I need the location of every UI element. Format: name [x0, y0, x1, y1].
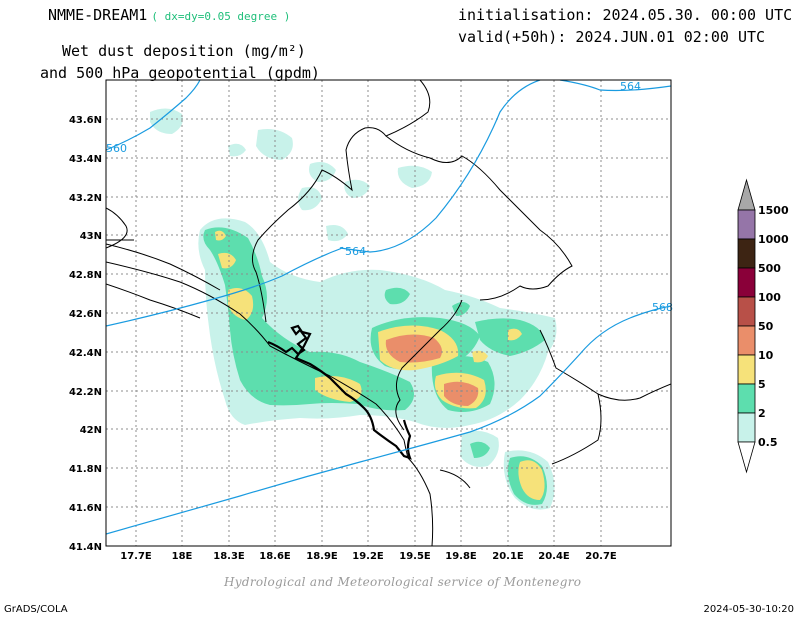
- software-label: GrADS/COLA: [4, 604, 68, 615]
- legend-label: 10: [758, 349, 774, 362]
- model-name: NMME-DREAM1: [48, 6, 148, 24]
- lat-tick: 43N: [80, 231, 102, 242]
- lon-tick: 19.5E: [399, 551, 431, 562]
- lon-tick: 20.7E: [585, 551, 617, 562]
- lat-tick: 42.6N: [69, 309, 102, 320]
- legend-label: 1000: [758, 233, 789, 246]
- lat-tick: 41.4N: [69, 542, 102, 553]
- legend-swatch: [737, 209, 756, 240]
- legend-swatch: [737, 267, 756, 298]
- legend-cap-bottom: [737, 441, 756, 474]
- lon-tick: 20.1E: [492, 551, 524, 562]
- dust-field: [150, 108, 557, 510]
- legend-label: 500: [758, 262, 781, 275]
- model-title: NMME-DREAM1( dx=dy=0.05 degree ): [48, 6, 290, 24]
- lat-tick: 42.2N: [69, 387, 102, 398]
- lon-tick: 18.9E: [306, 551, 338, 562]
- legend-label: 100: [758, 291, 781, 304]
- map-frame: [105, 79, 672, 547]
- lat-tick: 42.8N: [69, 270, 102, 281]
- lon-tick: 18.3E: [213, 551, 245, 562]
- contour-label-568: 568: [652, 301, 673, 314]
- lat-tick: 41.8N: [69, 464, 102, 475]
- legend-swatch: [737, 412, 756, 443]
- legend-swatch: [737, 238, 756, 269]
- geopotential-contours: [106, 80, 671, 535]
- legend-label: 5: [758, 378, 766, 391]
- lat-tick: 41.6N: [69, 503, 102, 514]
- lat-tick: 43.2N: [69, 193, 102, 204]
- lon-tick: 17.7E: [120, 551, 152, 562]
- lat-tick: 43.4N: [69, 154, 102, 165]
- legend-swatch: [737, 325, 756, 356]
- lat-tick: 43.6N: [69, 115, 102, 126]
- montenegro-coastline: [267, 324, 412, 460]
- render-timestamp: 2024-05-30-10:20: [703, 604, 794, 615]
- product-title-line1: Wet dust deposition (mg/m²): [62, 42, 306, 60]
- lon-tick: 18E: [172, 551, 193, 562]
- contour-label-560: 560: [106, 142, 127, 155]
- contour-label-564-ne: 564: [620, 80, 641, 93]
- lat-tick: 42N: [80, 425, 102, 436]
- product-title-line2: and 500 hPa geopotential (gpdm): [40, 64, 320, 82]
- legend-label: 1500: [758, 204, 789, 217]
- lat-tick: 42.4N: [69, 348, 102, 359]
- legend-label: 0.5: [758, 436, 778, 449]
- legend-label: 50: [758, 320, 774, 333]
- legend-cap-top: [737, 178, 756, 211]
- model-resolution: ( dx=dy=0.05 degree ): [151, 10, 291, 23]
- country-borders: [106, 80, 671, 546]
- lat-lon-grid: [106, 80, 671, 546]
- lon-tick: 19.8E: [445, 551, 477, 562]
- colorbar-legend: 1500 1000 500 100 50 10 5 2 0.5: [737, 178, 789, 474]
- lon-tick: 18.6E: [259, 551, 291, 562]
- lon-tick: 19.2E: [352, 551, 384, 562]
- contour-label-564: 564: [345, 245, 366, 258]
- initialisation-time: initialisation: 2024.05.30. 00:00 UTC: [458, 6, 793, 24]
- legend-swatch: [737, 383, 756, 414]
- legend-label: 2: [758, 407, 766, 420]
- valid-time: valid(+50h): 2024.JUN.01 02:00 UTC: [458, 28, 766, 46]
- legend-swatch: [737, 354, 756, 385]
- legend-swatch: [737, 296, 756, 327]
- lon-tick: 20.4E: [538, 551, 570, 562]
- credit-text: Hydrological and Meteorological service …: [224, 575, 582, 589]
